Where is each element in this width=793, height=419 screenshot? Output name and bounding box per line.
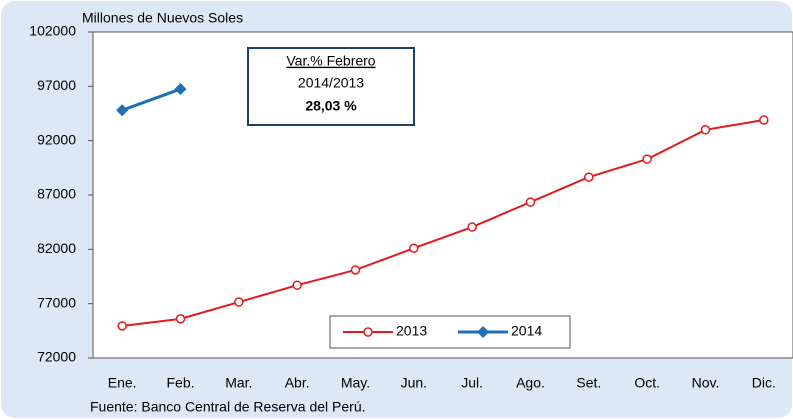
x-tick-label: Set. bbox=[576, 375, 601, 391]
line bbox=[121, 87, 182, 112]
marker bbox=[409, 243, 419, 253]
annotation-period: 2014/2013 bbox=[298, 75, 364, 91]
marker bbox=[350, 265, 361, 275]
annotation-value: 28,03 % bbox=[305, 98, 357, 114]
x-tick-label: Jun. bbox=[401, 375, 427, 391]
marker bbox=[477, 326, 489, 338]
y-tick-label: 82000 bbox=[37, 240, 76, 256]
marker bbox=[117, 321, 127, 331]
x-tick-label: May. bbox=[341, 375, 370, 391]
source: Fuente: Banco Central de Reserva del Per… bbox=[90, 399, 366, 415]
marker bbox=[700, 125, 711, 135]
y-tick-label: 87000 bbox=[37, 186, 76, 202]
marker bbox=[234, 297, 244, 307]
x-tick-label: Jul. bbox=[461, 375, 483, 391]
marker bbox=[292, 280, 302, 290]
y-tick-label: 102000 bbox=[29, 23, 76, 39]
x-tick-label: Ago. bbox=[516, 375, 545, 391]
x-tick-label: Abr. bbox=[285, 375, 310, 391]
x-tick-label: Mar. bbox=[225, 375, 252, 391]
x-tick-label: Oct. bbox=[634, 375, 660, 391]
marker bbox=[363, 327, 373, 337]
annotation-title: Var.% Febrero bbox=[286, 53, 375, 69]
marker bbox=[584, 172, 594, 182]
marker bbox=[759, 115, 769, 125]
y-tick-label: 77000 bbox=[37, 294, 76, 310]
y-tick-label: 97000 bbox=[37, 77, 76, 93]
legend-label: 2013 bbox=[396, 323, 427, 339]
x-tick-label: Nov. bbox=[692, 375, 720, 391]
y-tick-label: 72000 bbox=[37, 349, 76, 365]
marker bbox=[525, 197, 536, 207]
y-tick-label: 92000 bbox=[37, 131, 76, 147]
x-tick-label: Ene. bbox=[108, 375, 137, 391]
annotation-box bbox=[247, 47, 415, 126]
marker bbox=[642, 154, 652, 164]
marker bbox=[467, 222, 477, 232]
marker bbox=[174, 83, 187, 96]
line bbox=[122, 119, 764, 327]
x-tick-label: Feb. bbox=[166, 375, 194, 391]
marker bbox=[116, 104, 129, 117]
plot-area bbox=[92, 31, 793, 359]
marker bbox=[175, 314, 186, 324]
x-tick-label: Dic. bbox=[752, 375, 776, 391]
legend-label: 2014 bbox=[511, 323, 542, 339]
y-axis-label: Millones de Nuevos Soles bbox=[82, 10, 243, 26]
